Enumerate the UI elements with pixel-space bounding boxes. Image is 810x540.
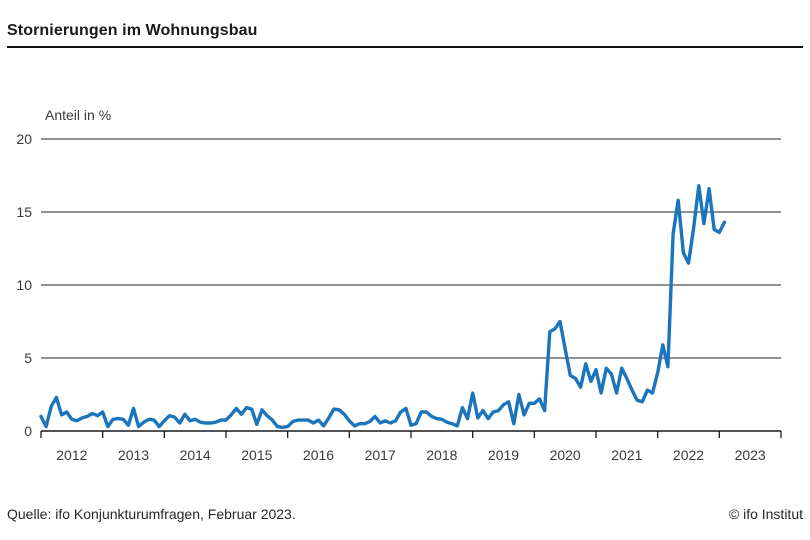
y-tick-label: 0 (24, 423, 32, 439)
y-tick-label: 20 (16, 131, 32, 147)
x-tick-label: 2014 (179, 447, 211, 463)
x-tick-label: 2017 (364, 447, 396, 463)
x-tick-label: 2023 (734, 447, 766, 463)
x-tick-label: 2019 (487, 447, 520, 463)
y-axis-title: Anteil in % (45, 107, 112, 123)
x-tick-label: 2012 (56, 447, 88, 463)
y-tick-label: 15 (16, 204, 32, 220)
x-tick-label: 2015 (241, 447, 273, 463)
title-rule (7, 46, 803, 48)
x-tick-label: 2020 (549, 447, 581, 463)
x-tick-label: 2022 (672, 447, 705, 463)
copyright-note: © ifo Institut (728, 506, 803, 522)
x-tick-label: 2018 (426, 447, 458, 463)
x-tick-label: 2021 (611, 447, 643, 463)
data-line (39, 183, 727, 430)
y-tick-label: 10 (16, 277, 32, 293)
source-note: Quelle: ifo Konjunkturumfragen, Februar … (7, 506, 296, 522)
page-title: Stornierungen im Wohnungsbau (7, 22, 258, 39)
y-tick-label: 5 (24, 350, 32, 366)
x-tick-label: 2016 (302, 447, 335, 463)
x-tick-label: 2013 (117, 447, 150, 463)
